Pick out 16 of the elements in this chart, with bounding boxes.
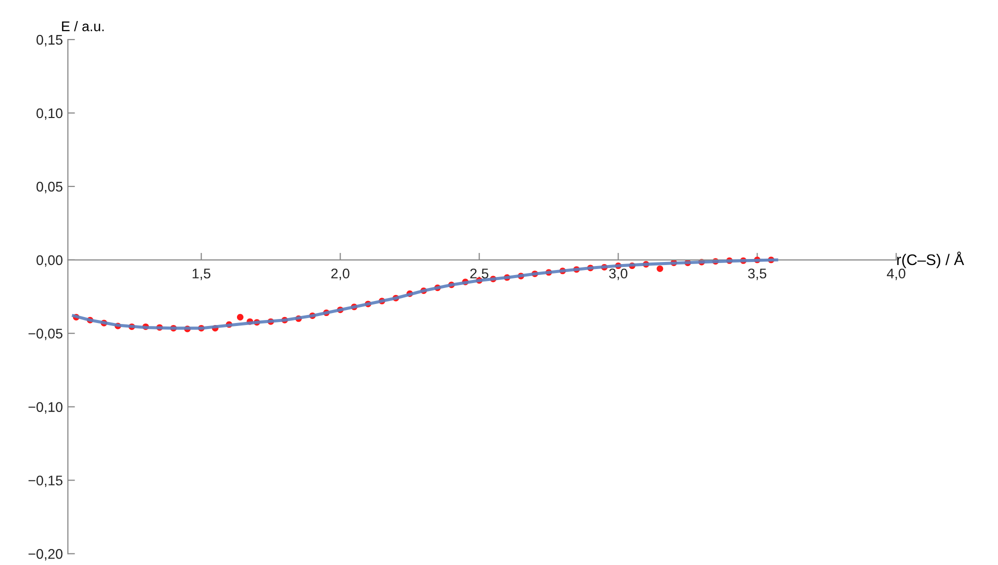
y-tick-label: −0,10 [28,402,62,414]
y-tick-label: −0,05 [28,328,62,340]
x-tick-label: 2,5 [470,268,488,280]
y-tick-label: −0,15 [28,476,62,488]
y-tick-label: 0,10 [36,108,62,120]
x-tick-label: 4,0 [886,268,906,280]
x-tick-label: 3,0 [609,268,628,280]
x-tick-label: 2,0 [331,268,350,280]
x-axis-title: r(C–S) / Å [897,252,964,268]
x-tick-label: 3,5 [748,268,766,280]
y-tick-label: −0,20 [28,549,62,561]
x-tick-label: 1,5 [192,268,210,280]
y-tick-label: 0,15 [36,34,62,46]
y-tick-label: 0,00 [36,255,62,267]
y-axis-title: E / a.u. [62,21,104,32]
y-tick-label: 0,05 [36,182,62,194]
